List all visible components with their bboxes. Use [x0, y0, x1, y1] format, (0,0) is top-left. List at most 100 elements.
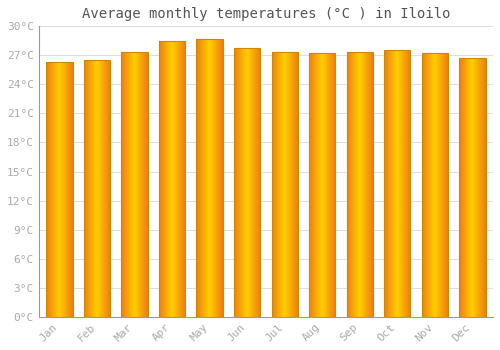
Bar — [242, 48, 243, 317]
Bar — [46, 62, 47, 317]
Bar — [132, 52, 133, 317]
Bar — [427, 54, 428, 317]
Bar — [58, 62, 59, 317]
Bar — [196, 39, 223, 317]
Bar — [396, 50, 398, 317]
Bar — [438, 54, 439, 317]
Bar — [60, 62, 61, 317]
Bar — [318, 54, 319, 317]
Bar — [314, 54, 315, 317]
Bar — [62, 62, 64, 317]
Bar — [444, 54, 446, 317]
Bar — [365, 52, 366, 317]
Bar — [384, 50, 410, 317]
Bar — [66, 62, 68, 317]
Bar — [485, 58, 486, 317]
Bar — [472, 58, 473, 317]
Bar — [359, 52, 360, 317]
Bar — [166, 41, 167, 317]
Bar — [478, 58, 479, 317]
Bar — [219, 39, 220, 317]
Bar — [387, 50, 388, 317]
Bar — [85, 60, 86, 317]
Bar — [122, 52, 124, 317]
Bar — [426, 54, 427, 317]
Bar — [388, 50, 389, 317]
Bar — [197, 39, 198, 317]
Bar — [466, 58, 467, 317]
Bar — [171, 41, 172, 317]
Bar — [204, 39, 205, 317]
Bar — [56, 62, 57, 317]
Bar — [330, 54, 331, 317]
Bar — [211, 39, 212, 317]
Bar — [54, 62, 55, 317]
Bar — [310, 54, 311, 317]
Bar — [364, 52, 365, 317]
Bar — [143, 52, 144, 317]
Bar — [272, 52, 273, 317]
Bar — [137, 52, 138, 317]
Bar — [55, 62, 56, 317]
Bar — [279, 52, 280, 317]
Bar — [468, 58, 469, 317]
Bar — [138, 52, 139, 317]
Bar — [277, 52, 278, 317]
Bar — [394, 50, 396, 317]
Bar — [440, 54, 441, 317]
Bar — [423, 54, 424, 317]
Bar — [68, 62, 70, 317]
Bar — [391, 50, 392, 317]
Bar — [398, 50, 400, 317]
Bar — [429, 54, 430, 317]
Bar — [460, 58, 485, 317]
Bar — [332, 54, 333, 317]
Bar — [217, 39, 218, 317]
Bar — [206, 39, 207, 317]
Bar — [212, 39, 213, 317]
Bar — [385, 50, 386, 317]
Bar — [198, 39, 199, 317]
Bar — [244, 48, 245, 317]
Bar — [327, 54, 328, 317]
Bar — [309, 54, 310, 317]
Bar — [213, 39, 214, 317]
Bar — [209, 39, 210, 317]
Bar — [124, 52, 126, 317]
Bar — [86, 60, 87, 317]
Bar — [205, 39, 206, 317]
Bar — [208, 39, 209, 317]
Bar — [96, 60, 97, 317]
Bar — [172, 41, 174, 317]
Bar — [107, 60, 108, 317]
Bar — [274, 52, 275, 317]
Bar — [163, 41, 164, 317]
Bar — [294, 52, 295, 317]
Bar — [290, 52, 292, 317]
Bar — [88, 60, 89, 317]
Bar — [433, 54, 434, 317]
Bar — [320, 54, 321, 317]
Bar — [234, 48, 260, 317]
Bar — [221, 39, 222, 317]
Bar — [356, 52, 357, 317]
Bar — [360, 52, 361, 317]
Bar — [463, 58, 464, 317]
Bar — [367, 52, 368, 317]
Bar — [479, 58, 480, 317]
Bar — [470, 58, 471, 317]
Bar — [288, 52, 290, 317]
Bar — [258, 48, 259, 317]
Bar — [169, 41, 170, 317]
Bar — [326, 54, 327, 317]
Bar — [140, 52, 141, 317]
Bar — [276, 52, 277, 317]
Bar — [130, 52, 132, 317]
Bar — [461, 58, 462, 317]
Bar — [51, 62, 52, 317]
Bar — [328, 54, 329, 317]
Bar — [101, 60, 102, 317]
Bar — [201, 39, 202, 317]
Bar — [220, 39, 221, 317]
Bar — [97, 60, 98, 317]
